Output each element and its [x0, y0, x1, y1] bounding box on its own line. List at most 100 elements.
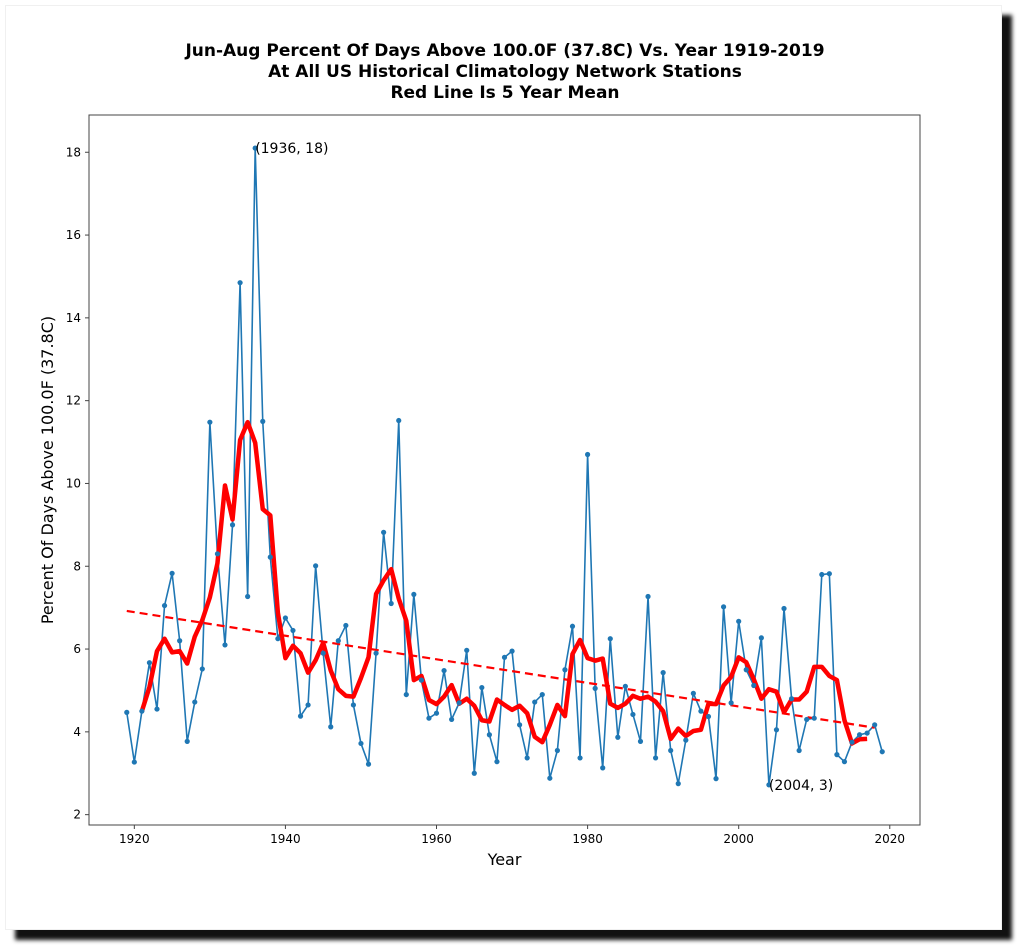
- data-point: [350, 702, 357, 708]
- data-point: [245, 593, 251, 600]
- data-point: [464, 647, 470, 653]
- y-tick-label: 18: [66, 145, 81, 159]
- data-point: [290, 627, 296, 634]
- data-point: [207, 419, 213, 425]
- data-point: [743, 667, 749, 673]
- data-point: [562, 667, 568, 673]
- data-point: [645, 593, 651, 600]
- data-point: [652, 755, 659, 761]
- data-point: [577, 755, 583, 761]
- data-point: [486, 732, 492, 738]
- data-point: [388, 600, 394, 607]
- data-point: [426, 715, 432, 721]
- x-tick-label: 2000: [723, 832, 754, 846]
- data-point: [214, 551, 221, 557]
- y-tick-label: 12: [66, 394, 81, 408]
- axes-frame: [88, 114, 921, 826]
- data-point: [199, 666, 205, 672]
- data-point: [373, 650, 379, 656]
- data-point: [788, 696, 795, 702]
- data-point: [524, 755, 530, 761]
- data-point: [494, 759, 500, 765]
- data-point: [698, 708, 704, 714]
- data-point: [222, 642, 228, 648]
- data-point: [585, 451, 591, 458]
- data-point: [501, 654, 508, 660]
- data-point: [720, 604, 727, 610]
- data-point: [396, 417, 402, 424]
- data-point: [154, 706, 160, 712]
- data-point: [630, 711, 636, 718]
- y-tick-label: 4: [73, 725, 81, 739]
- data-point: [229, 522, 236, 528]
- chart-title-line-1: Jun-Aug Percent Of Days Above 100.0F (37…: [185, 41, 825, 61]
- data-point: [358, 740, 364, 747]
- data-point: [766, 782, 772, 788]
- data-point: [600, 765, 606, 771]
- data-point: [532, 699, 538, 705]
- data-point: [471, 770, 477, 776]
- data-point: [554, 747, 560, 754]
- data-point: [252, 145, 258, 151]
- y-tick-label: 16: [66, 228, 81, 242]
- data-point: [124, 709, 130, 715]
- x-tick-label: 1940: [270, 832, 301, 846]
- data-point: [297, 713, 304, 719]
- annotation-label: (2004, 3): [769, 778, 833, 794]
- chart-card: [5, 5, 1002, 930]
- data-point: [856, 732, 863, 738]
- data-point: [184, 738, 190, 744]
- data-point: [615, 734, 621, 740]
- data-point: [418, 677, 424, 683]
- data-point: [637, 738, 644, 744]
- data-point: [547, 775, 553, 781]
- data-point: [773, 727, 780, 733]
- data-point: [267, 554, 273, 560]
- data-point: [660, 670, 666, 676]
- x-tick-label: 1920: [119, 832, 150, 846]
- data-point: [834, 752, 840, 758]
- data-point: [335, 638, 341, 644]
- data-point: [449, 716, 455, 723]
- data-point: [607, 636, 613, 642]
- data-point: [192, 699, 198, 705]
- data-point: [131, 759, 137, 765]
- data-point: [872, 722, 878, 728]
- data-point: [177, 638, 183, 644]
- data-point: [441, 667, 447, 674]
- data-point: [313, 563, 319, 569]
- data-point: [139, 708, 145, 714]
- annotation-label: (1936, 18): [255, 141, 328, 157]
- data-point: [509, 648, 515, 654]
- data-point: [237, 280, 243, 286]
- data-point: [569, 623, 576, 629]
- data-point: [690, 690, 696, 696]
- data-point: [683, 737, 689, 743]
- data-point: [713, 776, 719, 782]
- data-point: [705, 713, 712, 720]
- data-point: [320, 650, 326, 656]
- data-point: [169, 570, 175, 576]
- data-point: [517, 722, 523, 728]
- x-axis: 1920 1940 1960 1980 2000 2020: [119, 825, 905, 846]
- data-point: [879, 749, 885, 755]
- data-point: [365, 761, 372, 767]
- data-point: [811, 715, 817, 721]
- y-tick-label: 6: [73, 642, 81, 656]
- x-tick-label: 2020: [875, 832, 906, 846]
- data-point: [282, 615, 289, 621]
- data-point: [328, 724, 334, 730]
- data-point: [403, 691, 409, 698]
- data-point: [305, 702, 311, 708]
- data-point: [275, 636, 281, 642]
- data-point: [456, 700, 462, 706]
- data-point: [728, 700, 734, 706]
- data-point: [826, 571, 832, 577]
- data-point: [539, 691, 545, 698]
- y-axis-label: Percent Of Days Above 100.0F (37.8C): [38, 316, 57, 624]
- data-point: [260, 418, 266, 424]
- data-point: [411, 591, 417, 598]
- data-point: [804, 716, 810, 723]
- data-point: [819, 571, 825, 578]
